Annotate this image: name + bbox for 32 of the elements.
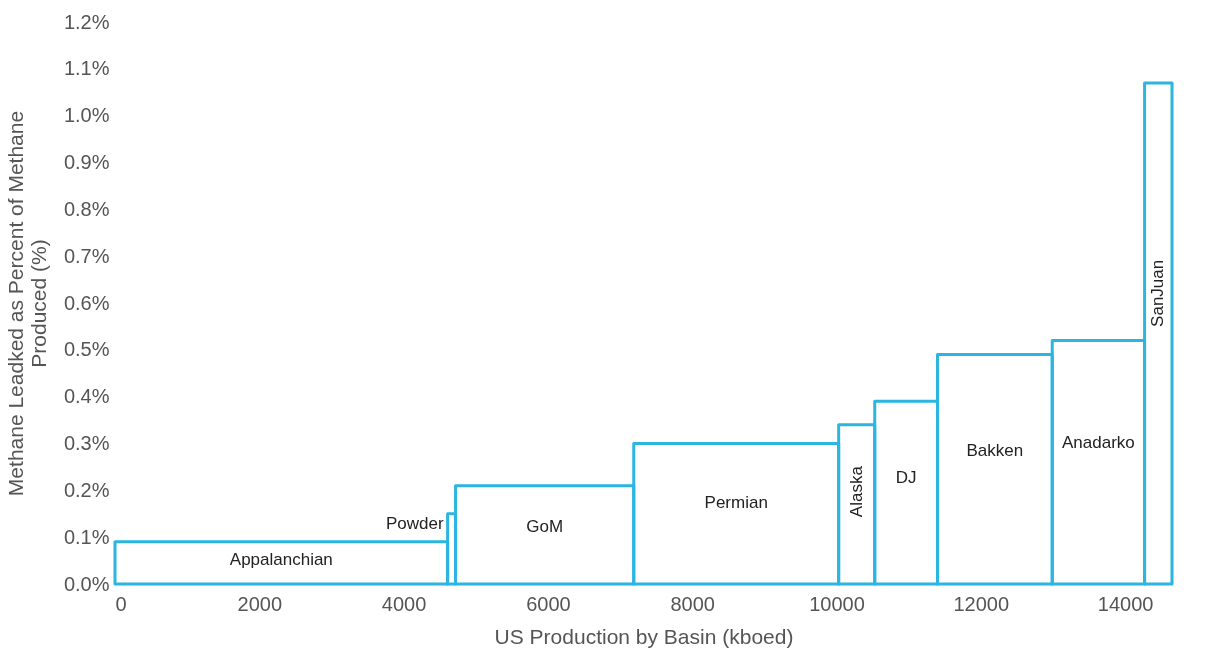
annotation: Appalanchian: [229, 549, 333, 569]
annotation: Powder: [385, 514, 444, 534]
x-tick-label: 2000: [237, 592, 283, 615]
y-tick-label: 0.4%: [63, 385, 110, 408]
y-tick-label: 1.1%: [63, 57, 110, 80]
y-tick-label: 1.2%: [63, 10, 110, 33]
x-tick-label: 12000: [953, 592, 1010, 615]
y-tick-label: 1.0%: [63, 104, 110, 127]
y-tick-label: 0.6%: [63, 291, 110, 314]
y-tick-label: 0.5%: [63, 338, 110, 361]
y-tick-label: 0.8%: [63, 197, 110, 220]
y-tick-label: 0.9%: [63, 151, 110, 173]
annotation: SanJuan: [1148, 259, 1168, 327]
y-axis-title: Methane Leadked as Percent of Methane Produced (%): [3, 110, 50, 497]
x-tick-label: 4000: [381, 592, 427, 615]
annotation: Permian: [704, 492, 768, 512]
annotation: Anadarko: [1062, 432, 1135, 452]
annotation: DJ: [895, 468, 917, 488]
y-tick-label: 0.2%: [63, 478, 110, 501]
x-tick-label: 14000: [1097, 592, 1154, 615]
x-tick-label: 10000: [809, 592, 865, 615]
y-tick-label: 0.0%: [63, 572, 110, 595]
y-tick-label: 0.3%: [63, 432, 110, 454]
x-tick-label: 6000: [526, 592, 571, 615]
y-tick-label: 0.1%: [63, 525, 110, 548]
annotation: Alaska: [846, 465, 866, 518]
annotation: GoM: [526, 516, 564, 536]
annotation: Bakken: [966, 440, 1024, 460]
x-tick-label: 0: [115, 592, 127, 615]
x-tick-label: 8000: [670, 592, 715, 615]
x-axis-title: US Production by Basin (kboed): [494, 624, 794, 648]
y-tick-label: 0.7%: [63, 244, 110, 267]
